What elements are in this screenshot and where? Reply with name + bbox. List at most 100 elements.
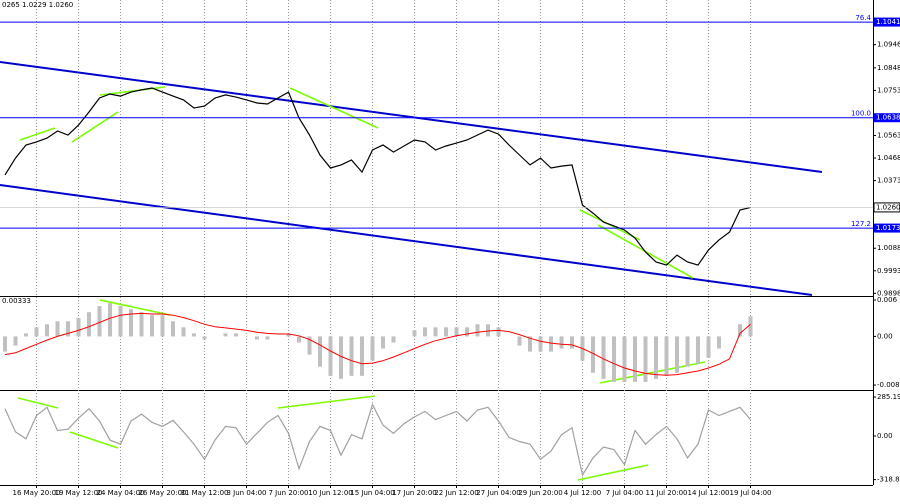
histogram-bar [318,336,322,367]
histogram-bar [360,336,364,376]
x-tick-label: 14 Jul 12:00 [688,489,730,497]
divergence-line [17,397,59,409]
macd-header: 0.00333 [2,297,31,305]
histogram-bar [139,312,144,337]
y-tick-label: 0.9993 [877,267,900,275]
histogram-bar [423,327,427,337]
x-tick-label: 27 Jun 04:00 [476,489,520,497]
histogram-bar [160,315,165,337]
x-tick-label: 24 May 04:00 [96,489,144,497]
histogram-bar [622,336,627,382]
histogram-bar [265,336,270,340]
histogram-bar [538,336,543,352]
series-line [4,87,751,266]
y-tick-label: 1.0753 [877,86,900,94]
y-tick-label: -0.00802 [877,381,900,389]
histogram-bar [118,306,123,337]
histogram-bar [108,303,112,337]
histogram-bar [696,336,700,364]
x-tick-label: 11 Jul 20:00 [646,489,688,497]
histogram-bar [717,336,721,349]
x-tick-label: 29 Jun 20:00 [518,489,562,497]
histogram-bar [223,333,228,337]
histogram-bar [234,333,238,337]
x-tick-label: 4 Jul 12:00 [564,489,602,497]
level-value-label: 1.1041 [876,18,900,26]
level-fib-label: 100.0 [851,110,871,118]
histogram-bar [654,336,658,379]
x-tick-label: 26 May 20:00 [138,489,186,497]
frame [0,0,874,486]
histogram-bar [3,336,7,352]
histogram-bar [612,336,616,382]
histogram-bar [528,336,532,352]
x-tick-label: 7 Jul 04:00 [606,489,644,497]
level-box [874,113,900,123]
x-tick-label: 10 Jun 12:00 [308,489,352,497]
price-header: 0265 1.0229 1.0260 [2,1,73,9]
histogram-bar [486,324,490,337]
histogram-bar [381,336,385,349]
x-tick-label: 17 Jun 20:00 [392,489,436,497]
divergence-line [71,111,119,143]
x-tick-label: 15 Jun 04:00 [350,489,394,497]
histogram-bar [444,327,448,337]
divergence-line [99,299,171,316]
y-tick-label: 285.1954 [877,393,900,401]
y-tick-label: 0.006 [877,296,898,304]
histogram-bar [559,336,564,349]
histogram-bar [370,336,375,361]
histogram-bar [76,318,81,337]
histogram-bar [465,327,469,337]
histogram-bar [675,336,679,373]
histogram-bar [202,336,207,340]
x-tick-label: 22 Jun 12:00 [434,489,478,497]
histogram-bar [129,309,133,337]
histogram-bar [601,336,606,379]
divergence-line [289,87,379,129]
histogram-bar [643,336,648,382]
x-tick-label: 3 Jun 04:00 [226,489,266,497]
histogram-bar [570,336,574,349]
histogram-bar [55,321,60,337]
histogram-bar [255,336,259,340]
histogram-bar [391,336,396,343]
y-tick-label: 0.9898 [877,289,900,297]
divergence-line [277,395,376,409]
y-tick-label: 0.00 [877,332,893,340]
y-tick-label: -318.8114 [877,476,900,484]
histogram-bar [475,324,480,337]
x-tick-label: 16 May 20:00 [12,489,60,497]
histogram-bar [349,336,354,376]
y-tick-label: 1.0563 [877,132,900,140]
histogram-bar [192,333,196,337]
histogram-bar [150,315,154,337]
channel-lower [0,184,813,296]
x-tick-label: 19 Jul 04:00 [730,489,772,497]
histogram-bar [496,327,501,337]
channel [0,61,823,296]
histogram-bar [97,306,102,337]
y-tick-label: 1.0373 [877,177,900,185]
histogram-bar [517,336,522,346]
histogram-bar [66,321,70,337]
histogram-bar [454,327,459,337]
histogram-bar [549,336,553,352]
histogram-bar [664,336,669,376]
histogram-bar [633,336,637,382]
y-tick-label: 1.0848 [877,64,900,72]
y-tick-label: 0.00 [877,432,893,440]
histogram-bar [591,336,595,373]
histogram-bar [24,333,28,337]
histogram-bar [412,330,417,337]
divergence-line [577,464,649,481]
series-line [4,403,751,477]
histogram-bar [87,312,91,337]
y-tick-label: 1.0946 [877,41,900,49]
histogram-bar [13,336,18,346]
price-marker-label: 1.0260 [876,203,900,211]
level-box [874,223,900,233]
histogram-bar [738,324,742,337]
